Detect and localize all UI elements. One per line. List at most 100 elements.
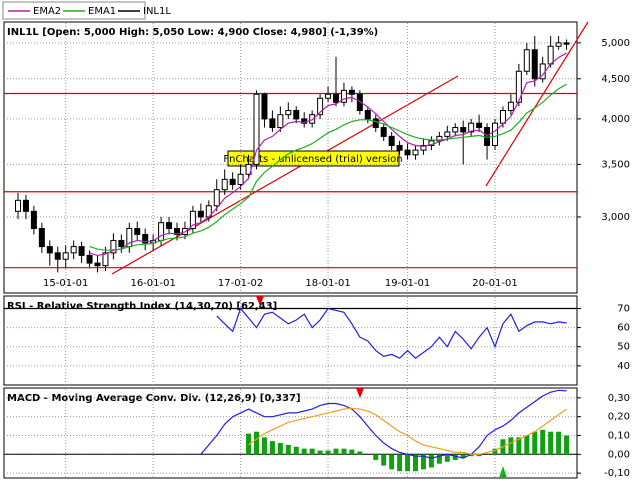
histogram-bar xyxy=(452,454,458,460)
candle-body xyxy=(174,228,180,235)
histogram-bar xyxy=(341,448,347,455)
series-line xyxy=(248,407,567,455)
histogram-bar xyxy=(548,431,554,455)
y-tick-label: 4,500 xyxy=(601,74,630,85)
candle-body xyxy=(158,222,165,241)
histogram-bar xyxy=(357,451,363,455)
candle-body xyxy=(563,42,570,45)
watermark-box xyxy=(227,150,400,167)
series-line xyxy=(89,52,567,257)
histogram-bar xyxy=(508,437,514,455)
histogram-bar xyxy=(556,431,562,455)
candle-body xyxy=(372,118,379,129)
histogram-bar xyxy=(428,454,434,468)
candle-body xyxy=(499,109,506,124)
signal-marker xyxy=(356,388,364,398)
histogram-bar xyxy=(516,437,522,455)
trend-line xyxy=(485,21,589,187)
histogram-bar xyxy=(436,454,442,464)
panel-title: RSI - Relative Strength Index (14,30,70)… xyxy=(7,301,277,312)
histogram-bar xyxy=(301,448,307,455)
series-line xyxy=(216,307,567,359)
y-tick-label: 3,500 xyxy=(601,159,630,170)
macd-frame xyxy=(3,387,578,479)
candle-body xyxy=(364,109,371,120)
legend-label: EMA2 xyxy=(33,6,61,17)
y-tick-label: 50 xyxy=(617,342,630,353)
candle-body xyxy=(404,149,411,156)
y-tick-label: 40 xyxy=(617,361,630,372)
histogram-bar xyxy=(405,454,411,472)
candle-body xyxy=(221,178,228,191)
y-tick-label: 5,000 xyxy=(601,38,630,49)
candle-body xyxy=(261,93,268,120)
histogram-bar xyxy=(397,454,403,472)
y-tick-label: 0,30 xyxy=(608,393,630,404)
histogram-bar xyxy=(492,448,498,455)
series-line xyxy=(89,83,567,251)
series-line xyxy=(200,389,567,459)
y-tick-label: 60 xyxy=(617,323,630,334)
candle-body xyxy=(309,114,316,124)
histogram-bar xyxy=(524,435,530,455)
candle-body xyxy=(555,42,562,47)
candle-body xyxy=(110,239,117,254)
candle-body xyxy=(94,262,101,267)
x-tick-label: 19-01-01 xyxy=(385,278,430,289)
candle-body xyxy=(348,89,355,95)
histogram-bar xyxy=(532,431,538,455)
candle-body xyxy=(189,210,196,230)
x-tick-label: 15-01-01 xyxy=(43,278,88,289)
candle-body xyxy=(507,101,514,111)
candle-body xyxy=(436,135,443,142)
candle-body xyxy=(62,252,69,260)
candle-body xyxy=(523,49,530,72)
histogram-bar xyxy=(476,454,482,457)
histogram-bar xyxy=(293,446,299,455)
candle-body xyxy=(515,70,522,103)
main-frame xyxy=(3,21,578,294)
candle-body xyxy=(54,252,61,260)
candle-body xyxy=(460,127,467,133)
histogram-bar xyxy=(269,441,275,455)
histogram-bar xyxy=(468,454,474,457)
candle-body xyxy=(492,122,498,146)
rsi-frame xyxy=(3,295,578,386)
x-tick-label: 18-01-01 xyxy=(305,278,350,289)
y-tick-label: 0,00 xyxy=(608,449,630,460)
candle-body xyxy=(420,144,427,151)
candle-body xyxy=(15,199,21,212)
histogram-bar xyxy=(254,431,259,455)
candle-body xyxy=(78,246,85,256)
histogram-bar xyxy=(261,437,267,455)
candle-body xyxy=(317,97,324,116)
candle-body xyxy=(380,127,387,137)
histogram-bar xyxy=(381,454,387,466)
y-tick-label: -0,10 xyxy=(604,468,630,479)
histogram-bar xyxy=(309,448,315,455)
candle-body xyxy=(30,210,37,230)
legend-label: EMA1 xyxy=(88,6,116,17)
histogram-bar xyxy=(277,443,283,455)
histogram-bar xyxy=(413,454,418,472)
histogram-bar xyxy=(285,444,291,455)
candle-body xyxy=(253,93,260,165)
y-tick-label: 0,10 xyxy=(608,430,630,441)
candle-body xyxy=(229,178,236,185)
candle-body xyxy=(547,45,554,65)
watermark: FnCharts - unlicensed (trial) version xyxy=(223,154,402,165)
candle-body xyxy=(237,173,244,185)
histogram-bar xyxy=(246,433,252,455)
panel-title: INL1L [Open: 5,000 High: 5,050 Low: 4,90… xyxy=(7,27,378,38)
candle-body xyxy=(340,89,347,103)
histogram-bar xyxy=(317,450,323,455)
y-tick-label: 3,000 xyxy=(601,212,630,223)
candle-body xyxy=(46,246,53,254)
candle-body xyxy=(38,228,45,248)
histogram-bar xyxy=(460,454,466,459)
histogram-bar xyxy=(373,454,379,460)
candle-body xyxy=(142,233,149,244)
y-tick-label: 4,000 xyxy=(601,114,630,125)
